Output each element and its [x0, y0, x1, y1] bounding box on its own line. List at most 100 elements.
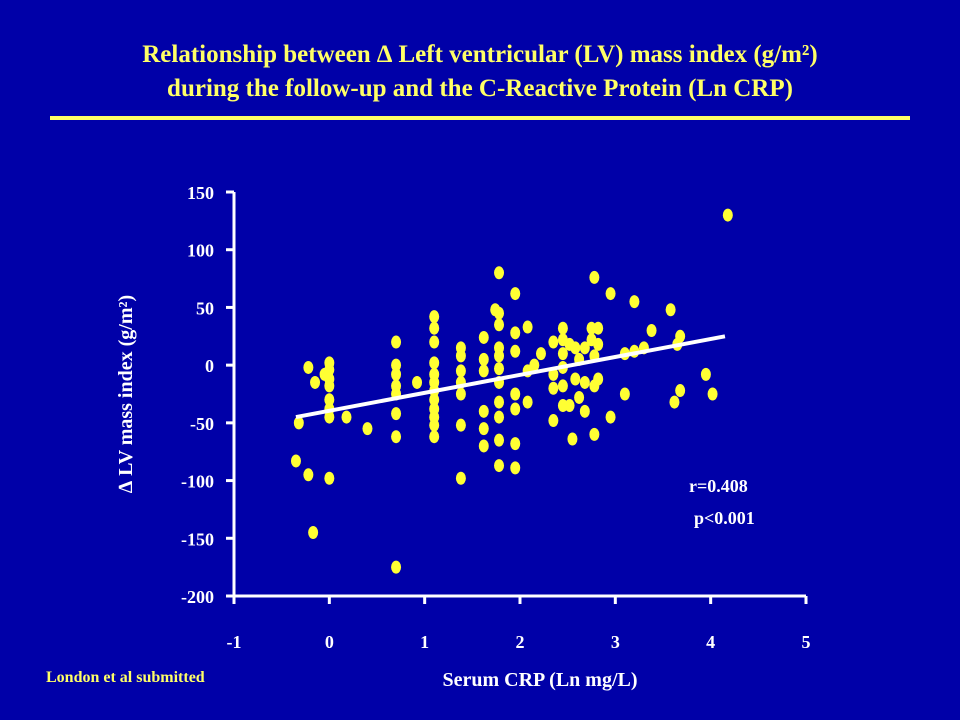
data-point — [391, 560, 402, 574]
y-axis-title: ∆ LV mass index (g/m²) — [115, 295, 137, 493]
data-point — [510, 287, 521, 301]
data-point — [579, 341, 590, 355]
data-point — [605, 287, 616, 301]
data-point — [557, 321, 568, 335]
data-point — [478, 352, 489, 366]
stat-r: r=0.408 — [689, 476, 748, 496]
data-point — [700, 367, 711, 381]
data-point — [593, 372, 604, 386]
data-point — [646, 324, 657, 338]
data-point — [548, 381, 559, 395]
data-point — [579, 404, 590, 418]
y-tick-label: 0 — [205, 356, 214, 376]
y-tick-label: 50 — [196, 298, 214, 318]
y-tick-label: -200 — [181, 587, 214, 607]
data-point — [455, 364, 466, 378]
title-line-1: Relationship between ∆ Left ventricular … — [142, 41, 818, 68]
data-point — [522, 320, 533, 334]
data-point — [303, 360, 314, 374]
data-point — [605, 410, 616, 424]
data-point — [557, 347, 568, 361]
x-tick-label: 0 — [325, 632, 334, 652]
x-tick-label: -1 — [227, 632, 242, 652]
data-point — [535, 347, 546, 361]
x-tick-label: 5 — [802, 632, 811, 652]
data-point — [570, 372, 581, 386]
data-point — [494, 433, 505, 447]
data-point — [341, 410, 352, 424]
data-point — [455, 418, 466, 432]
data-point — [675, 329, 686, 343]
data-point — [362, 422, 373, 436]
data-point — [548, 335, 559, 349]
x-tick-label: 3 — [611, 632, 620, 652]
data-point — [290, 454, 301, 468]
data-point — [455, 387, 466, 401]
data-point — [548, 414, 559, 428]
source-note: London et al submitted — [46, 669, 205, 686]
data-point — [293, 416, 304, 430]
data-point — [478, 330, 489, 344]
data-point — [494, 459, 505, 473]
data-point — [494, 266, 505, 280]
data-point — [629, 295, 640, 309]
data-point — [579, 375, 590, 389]
data-points — [290, 208, 733, 574]
data-point — [429, 310, 440, 324]
data-point — [308, 526, 319, 540]
data-point — [478, 404, 489, 418]
data-point — [391, 407, 402, 421]
data-point — [722, 208, 733, 222]
data-point — [391, 335, 402, 349]
data-point — [494, 349, 505, 363]
data-point — [412, 375, 423, 389]
data-point — [429, 418, 440, 432]
data-point — [494, 318, 505, 332]
data-point — [478, 439, 489, 453]
data-point — [429, 393, 440, 407]
data-point — [429, 356, 440, 370]
x-tick-label: 4 — [706, 632, 715, 652]
data-point — [455, 349, 466, 363]
data-point — [391, 367, 402, 381]
data-point — [570, 341, 581, 355]
data-point — [494, 395, 505, 409]
data-point — [567, 432, 578, 446]
data-point — [557, 379, 568, 393]
data-point — [303, 468, 314, 482]
data-point — [324, 410, 335, 424]
data-point — [429, 335, 440, 349]
data-point — [510, 344, 521, 358]
data-point — [324, 379, 335, 393]
data-point — [494, 306, 505, 320]
data-point — [310, 375, 321, 389]
data-point — [522, 395, 533, 409]
axis-labels: Serum CRP (Ln mg/L) ∆ LV mass index (g/m²… — [115, 295, 755, 691]
data-point — [494, 410, 505, 424]
data-point — [429, 430, 440, 444]
data-point — [455, 471, 466, 485]
data-point — [589, 427, 600, 441]
data-point — [510, 402, 521, 416]
data-point — [675, 384, 686, 398]
data-point — [510, 437, 521, 451]
data-point — [619, 387, 630, 401]
data-point — [510, 461, 521, 475]
data-point — [324, 363, 335, 377]
x-axis-title: Serum CRP (Ln mg/L) — [443, 669, 638, 691]
data-point — [593, 321, 604, 335]
data-point — [324, 393, 335, 407]
data-point — [589, 270, 600, 284]
y-tick-label: 150 — [187, 183, 214, 203]
data-point — [548, 367, 559, 381]
data-point — [478, 422, 489, 436]
data-point — [529, 358, 540, 372]
data-point — [665, 303, 676, 317]
title-line-2: during the follow-up and the C-Reactive … — [167, 75, 793, 102]
data-point — [510, 387, 521, 401]
data-point — [429, 321, 440, 335]
data-point — [669, 395, 680, 409]
y-tick-label: -150 — [181, 529, 214, 549]
stat-p: p<0.001 — [694, 508, 755, 528]
